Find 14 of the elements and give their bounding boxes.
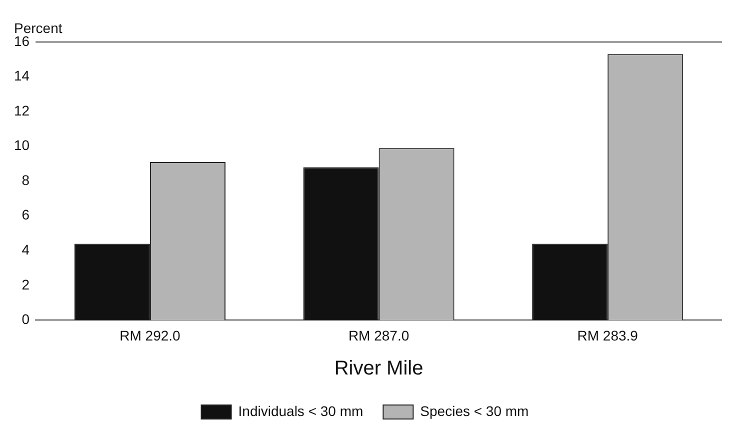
y-tick-label: 0 (22, 311, 30, 328)
x-tick-label: RM 287.0 (348, 327, 410, 344)
y-tick-label: 8 (22, 172, 30, 188)
x-tick-label: RM 283.9 (577, 327, 638, 344)
y-tick-label: 2 (22, 276, 30, 292)
x-axis-title: River Mile (334, 358, 424, 380)
y-tick-label: 10 (14, 137, 30, 154)
legend-label: Individuals < 30 mm (238, 402, 364, 419)
x-tick-label: RM 292.0 (120, 327, 181, 344)
y-tick-label: 14 (14, 68, 30, 84)
y-tick-label: 4 (22, 242, 30, 258)
y-tick-label: 6 (22, 206, 30, 223)
legend-label: Species < 30 mm (420, 402, 529, 419)
y-tick-label: 12 (14, 102, 30, 118)
